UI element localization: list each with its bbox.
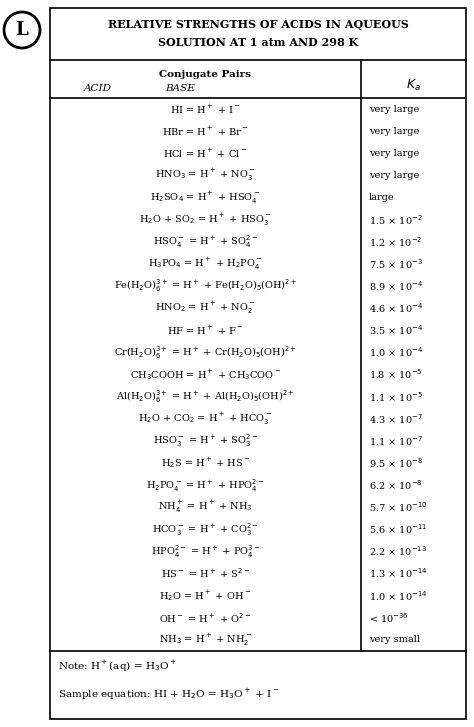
Text: CH$_3$COOH = H$^+$ + CH$_3$COO$^-$: CH$_3$COOH = H$^+$ + CH$_3$COO$^-$ <box>130 367 281 382</box>
Text: NH$_4^+$ = H$^+$ + NH$_3$: NH$_4^+$ = H$^+$ + NH$_3$ <box>158 499 253 515</box>
Text: 5.6 × 10$^{-11}$: 5.6 × 10$^{-11}$ <box>369 523 427 537</box>
Text: 1.1 × 10$^{-7}$: 1.1 × 10$^{-7}$ <box>369 434 423 448</box>
Text: Cr(H$_2$O)$_6^{3+}$ = H$^+$ + Cr(H$_2$O)$_5$(OH)$^{2+}$: Cr(H$_2$O)$_6^{3+}$ = H$^+$ + Cr(H$_2$O)… <box>114 344 297 361</box>
Text: HNO$_2$ = H$^+$ + NO$_2^-$: HNO$_2$ = H$^+$ + NO$_2^-$ <box>155 300 256 316</box>
Text: 9.5 × 10$^{-8}$: 9.5 × 10$^{-8}$ <box>369 456 423 470</box>
Text: large: large <box>369 193 395 202</box>
Text: HSO$_3^-$ = H$^+$ + SO$_3^{2-}$: HSO$_3^-$ = H$^+$ + SO$_3^{2-}$ <box>153 433 258 449</box>
Text: Conjugate Pairs: Conjugate Pairs <box>159 70 252 79</box>
Text: H$_2$O = H$^+$ + OH$^-$: H$_2$O = H$^+$ + OH$^-$ <box>159 588 252 603</box>
Text: OH$^-$ = H$^+$ + O$^{2-}$: OH$^-$ = H$^+$ + O$^{2-}$ <box>159 611 252 624</box>
Text: < 10$^{-36}$: < 10$^{-36}$ <box>369 611 409 624</box>
Text: 1.8 × 10$^{-5}$: 1.8 × 10$^{-5}$ <box>369 368 422 382</box>
Text: HI = H$^+$ + I$^-$: HI = H$^+$ + I$^-$ <box>170 103 241 116</box>
Text: 1.3 × 10$^{-14}$: 1.3 × 10$^{-14}$ <box>369 566 428 580</box>
Text: very small: very small <box>369 635 420 644</box>
Text: HF = H$^+$ + F$^-$: HF = H$^+$ + F$^-$ <box>167 324 244 337</box>
Text: very large: very large <box>369 126 419 136</box>
Text: H$_3$PO$_4$ = H$^+$ + H$_2$PO$_4^-$: H$_3$PO$_4$ = H$^+$ + H$_2$PO$_4^-$ <box>148 256 263 272</box>
Text: HNO$_3$ = H$^+$ + NO$_3^-$: HNO$_3$ = H$^+$ + NO$_3^-$ <box>155 167 256 183</box>
Text: 4.3 × 10$^{-7}$: 4.3 × 10$^{-7}$ <box>369 411 423 425</box>
Text: RELATIVE STRENGTHS OF ACIDS IN AQUEOUS: RELATIVE STRENGTHS OF ACIDS IN AQUEOUS <box>108 20 409 31</box>
Text: 3.5 × 10$^{-4}$: 3.5 × 10$^{-4}$ <box>369 324 423 337</box>
Text: HS$^-$ = H$^+$ + S$^{2-}$: HS$^-$ = H$^+$ + S$^{2-}$ <box>161 566 250 580</box>
Text: L: L <box>16 21 28 39</box>
Text: 1.5 × 10$^{-2}$: 1.5 × 10$^{-2}$ <box>369 213 423 227</box>
Bar <box>50 8 466 719</box>
Text: 7.5 × 10$^{-3}$: 7.5 × 10$^{-3}$ <box>369 257 423 270</box>
Text: Al(H$_2$O)$_6^{3+}$ = H$^+$ + Al(H$_2$O)$_5$(OH)$^{2+}$: Al(H$_2$O)$_6^{3+}$ = H$^+$ + Al(H$_2$O)… <box>116 388 295 405</box>
Text: 1.1 × 10$^{-5}$: 1.1 × 10$^{-5}$ <box>369 390 423 403</box>
Text: Sample equation: HI + H$_2$O = H$_3$O$^+$ + I$^-$: Sample equation: HI + H$_2$O = H$_3$O$^+… <box>58 687 280 702</box>
Text: 5.7 × 10$^{-10}$: 5.7 × 10$^{-10}$ <box>369 500 428 514</box>
Text: HBr = H$^+$ + Br$^-$: HBr = H$^+$ + Br$^-$ <box>162 124 249 137</box>
Text: HCO$_3^-$ = H$^+$ + CO$_3^{2-}$: HCO$_3^-$ = H$^+$ + CO$_3^{2-}$ <box>152 521 259 538</box>
Text: H$_2$O + SO$_2$ = H$^+$ + HSO$_3^-$: H$_2$O + SO$_2$ = H$^+$ + HSO$_3^-$ <box>139 212 272 228</box>
Text: 4.6 × 10$^{-4}$: 4.6 × 10$^{-4}$ <box>369 301 423 315</box>
Text: HPO$_4^{2-}$ = H$^+$ + PO$_4^{3-}$: HPO$_4^{2-}$ = H$^+$ + PO$_4^{3-}$ <box>151 543 260 560</box>
Text: 1.0 × 10$^{-14}$: 1.0 × 10$^{-14}$ <box>369 589 428 603</box>
Text: H$_2$S = H$^+$ + HS$^-$: H$_2$S = H$^+$ + HS$^-$ <box>161 456 250 470</box>
Text: SOLUTION AT 1 atm AND 298 K: SOLUTION AT 1 atm AND 298 K <box>158 38 358 49</box>
Text: HCl = H$^+$ + Cl$^-$: HCl = H$^+$ + Cl$^-$ <box>164 147 247 160</box>
Text: 1.2 × 10$^{-2}$: 1.2 × 10$^{-2}$ <box>369 235 422 249</box>
Text: BASE: BASE <box>165 84 195 93</box>
Text: 6.2 × 10$^{-8}$: 6.2 × 10$^{-8}$ <box>369 478 423 492</box>
Text: NH$_3$ = H$^+$ + NH$_2^-$: NH$_3$ = H$^+$ + NH$_2^-$ <box>159 632 252 648</box>
Text: 1.0 × 10$^{-4}$: 1.0 × 10$^{-4}$ <box>369 345 423 359</box>
Text: very large: very large <box>369 171 419 180</box>
Text: $K_a$: $K_a$ <box>406 78 421 93</box>
Text: 2.2 × 10$^{-13}$: 2.2 × 10$^{-13}$ <box>369 545 427 558</box>
Text: 8.9 × 10$^{-4}$: 8.9 × 10$^{-4}$ <box>369 279 423 293</box>
Text: H$_2$PO$_4^-$ = H$^+$ + HPO$_4^{2-}$: H$_2$PO$_4^-$ = H$^+$ + HPO$_4^{2-}$ <box>146 477 264 494</box>
Text: ACID: ACID <box>84 84 112 93</box>
Text: H$_2$O + CO$_2$ = H$^+$ + HCO$_3^-$: H$_2$O + CO$_2$ = H$^+$ + HCO$_3^-$ <box>138 411 273 427</box>
Text: very large: very large <box>369 105 419 113</box>
Text: Note: H$^+$(aq) = H$_3$O$^+$: Note: H$^+$(aq) = H$_3$O$^+$ <box>58 659 176 674</box>
Text: HSO$_4^-$ = H$^+$ + SO$_4^{2-}$: HSO$_4^-$ = H$^+$ + SO$_4^{2-}$ <box>153 233 258 250</box>
Text: very large: very large <box>369 149 419 158</box>
Text: H$_2$SO$_4$ = H$^+$ + HSO$_4^-$: H$_2$SO$_4$ = H$^+$ + HSO$_4^-$ <box>150 190 261 206</box>
Text: Fe(H$_2$O)$_6^{3+}$ = H$^+$ + Fe(H$_2$O)$_5$(OH)$^{2+}$: Fe(H$_2$O)$_6^{3+}$ = H$^+$ + Fe(H$_2$O)… <box>114 278 297 294</box>
